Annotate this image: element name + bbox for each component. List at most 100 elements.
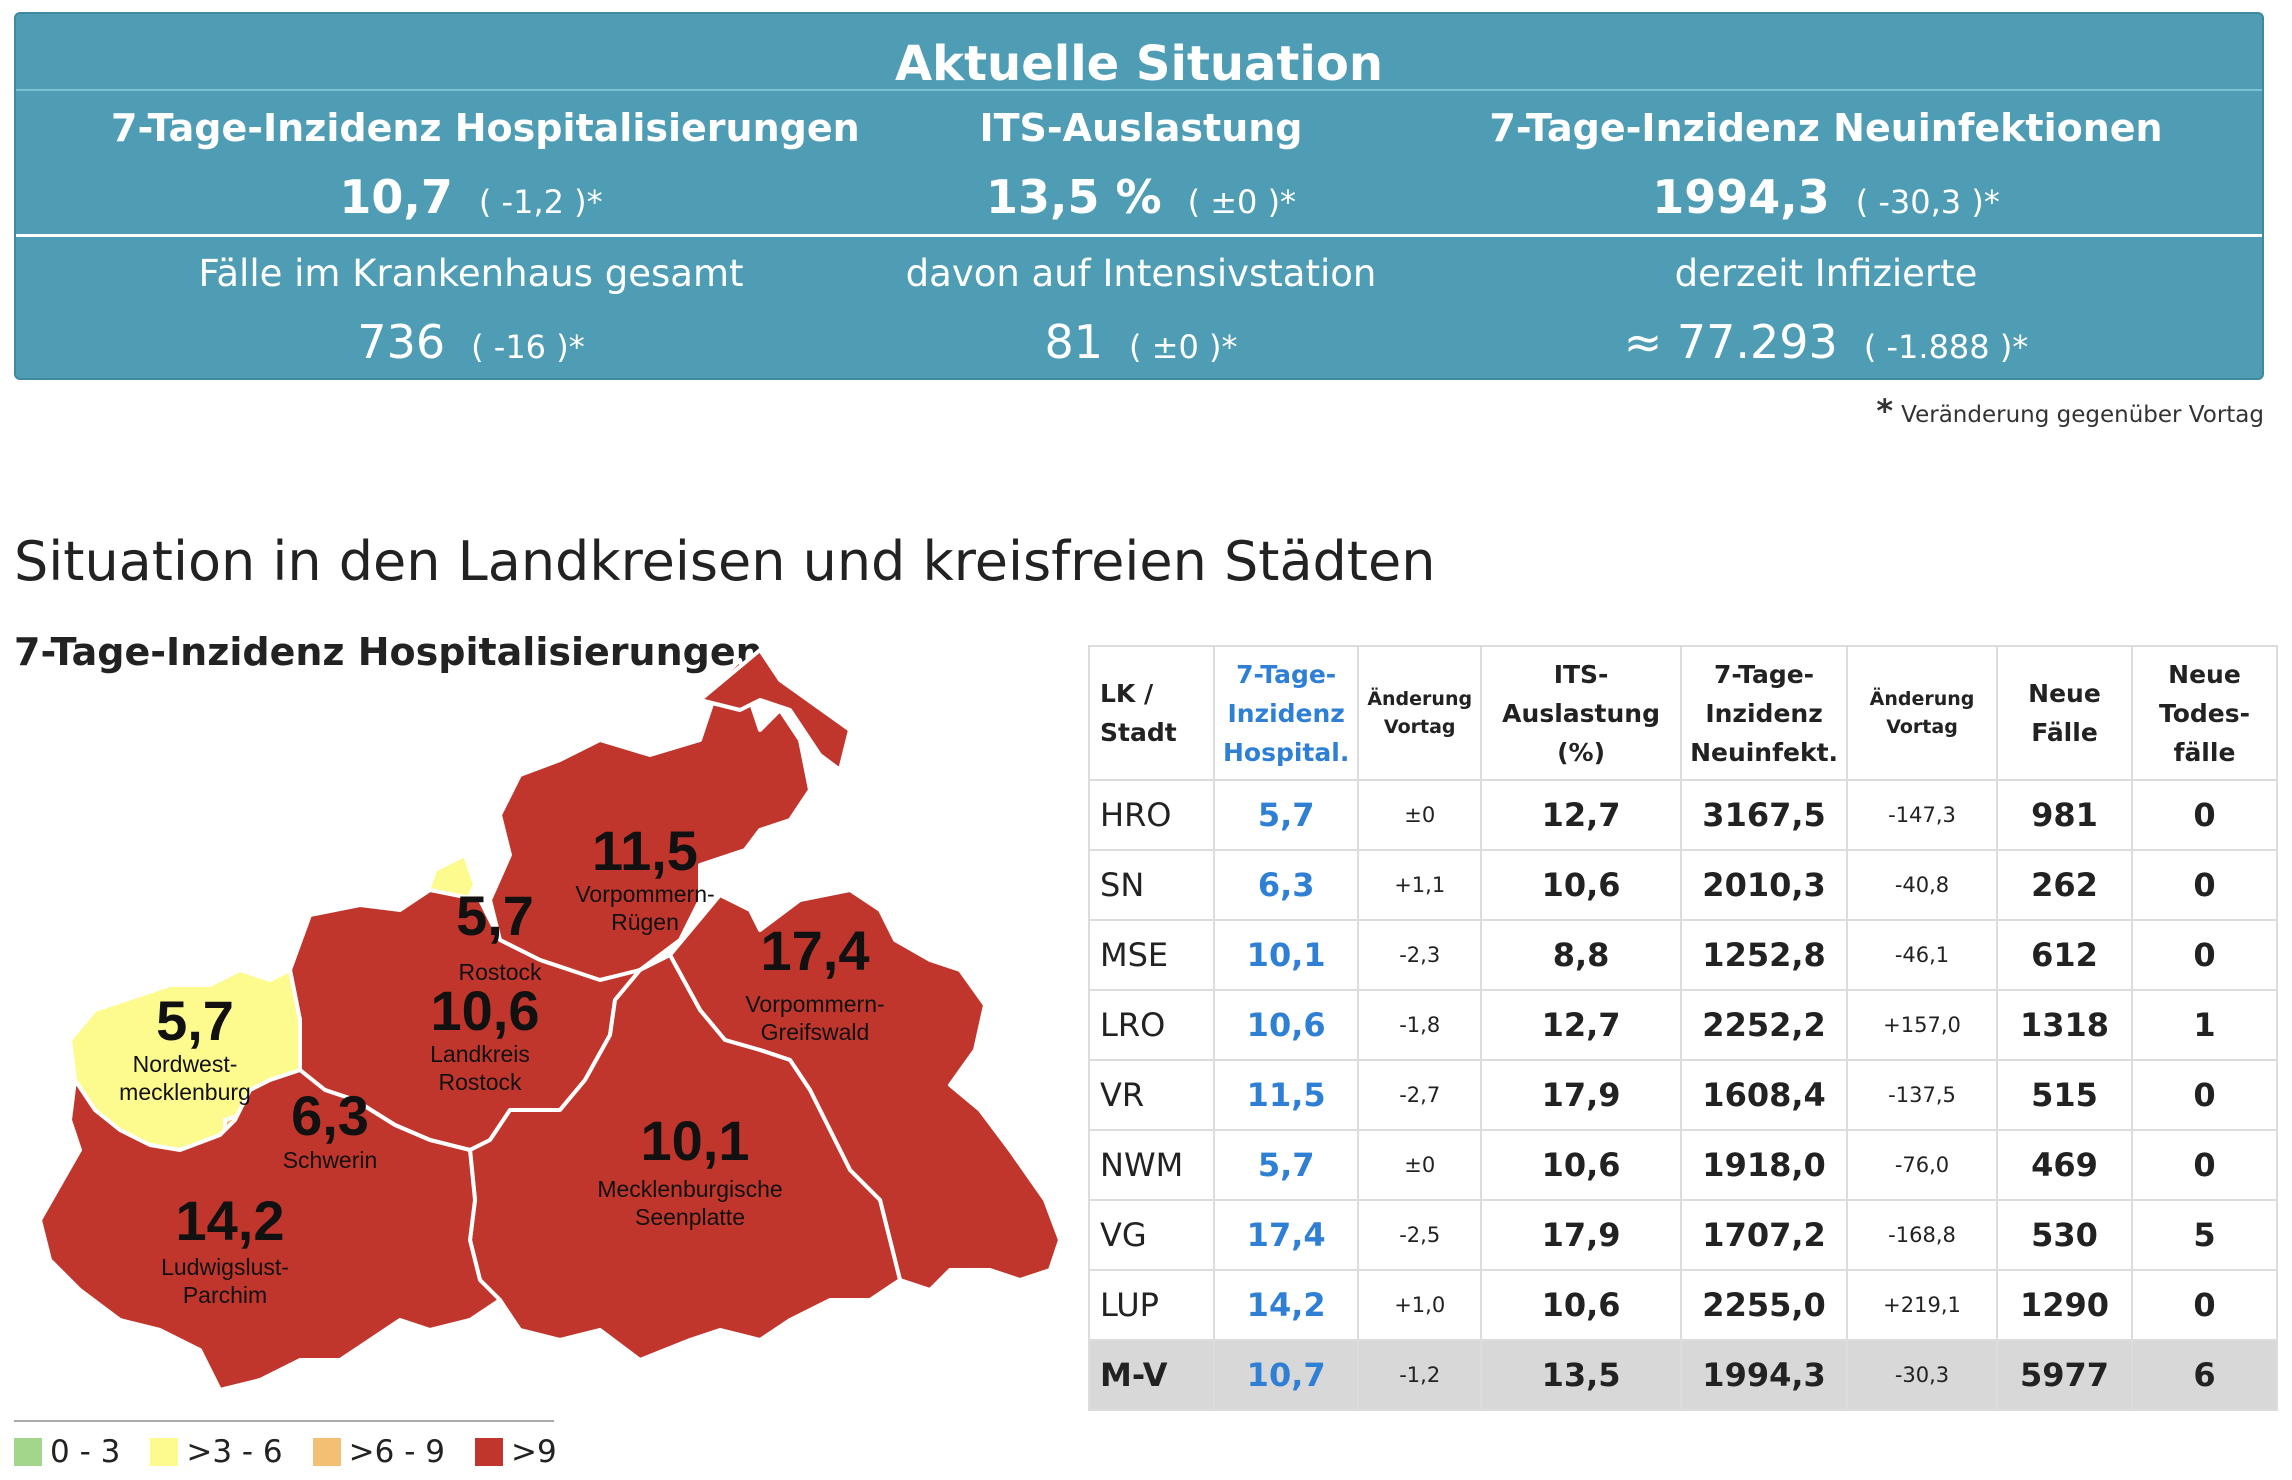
stat-value: ≈ 77.293 [1623, 315, 1838, 369]
cell-infection-change: +157,0 [1846, 989, 1998, 1061]
cell-its: 8,8 [1480, 919, 1683, 991]
label-VR-name-1: Vorpommern- [575, 881, 714, 907]
stat-its-load: ITS-Auslastung 13,5 % ( ±0 )* [781, 106, 1501, 224]
cell-deaths: 0 [2130, 849, 2279, 921]
stat-delta: ( -16 )* [471, 328, 585, 366]
cell-new-cases: 515 [1996, 1059, 2133, 1131]
table-row: SN 6,3 +1,1 10,6 2010,3 -40,8 262 0 [1088, 849, 2279, 921]
header-hosp-change[interactable]: Änderung Vortag [1357, 645, 1483, 781]
cell-infection-change: +219,1 [1846, 1269, 1998, 1341]
cell-infection-incidence: 2255,0 [1680, 1269, 1849, 1341]
table-row: VR 11,5 -2,7 17,9 1608,4 -137,5 515 0 [1088, 1059, 2279, 1131]
cell-deaths: 0 [2130, 1059, 2279, 1131]
legend-item: >3 - 6 [150, 1434, 283, 1470]
label-NWM-value: 5,7 [156, 989, 234, 1052]
cell-infection-incidence: 1252,8 [1680, 919, 1849, 991]
cell-infection-incidence: 2010,3 [1680, 849, 1849, 921]
legend-item: >9 [475, 1434, 557, 1470]
stat-infection-incidence: 7-Tage-Inzidenz Neuinfektionen 1994,3 ( -… [1466, 106, 2186, 224]
header-hosp[interactable]: 7-Tage- Inzidenz Hospital. [1212, 645, 1360, 781]
cell-infection-change: -76,0 [1846, 1129, 1998, 1201]
cell-new-cases: 262 [1996, 849, 2133, 921]
label-LRO-name-2: Rostock [438, 1069, 522, 1095]
header-lk[interactable]: LK / Stadt [1088, 645, 1215, 781]
legend-item: 0 - 3 [14, 1434, 120, 1470]
cell-its: 10,6 [1480, 849, 1683, 921]
legend-label: >9 [511, 1434, 557, 1470]
cell-deaths: 0 [2130, 1129, 2279, 1201]
table-row: NWM 5,7 ±0 10,6 1918,0 -76,0 469 0 [1088, 1129, 2279, 1201]
cell-deaths: 0 [2130, 1269, 2279, 1341]
cell-deaths: 1 [2130, 989, 2279, 1061]
region-LUP[interactable] [38, 1068, 502, 1392]
label-LUP-name-2: Parchim [183, 1282, 267, 1308]
cell-hosp-change: +1,1 [1357, 849, 1483, 921]
legend-label: 0 - 3 [50, 1434, 121, 1470]
table-row: VG 17,4 -2,5 17,9 1707,2 -168,8 530 5 [1088, 1199, 2279, 1271]
district-table: LK / Stadt 7-Tage- Inzidenz Hospital. Änder… [1088, 645, 2279, 1411]
cell-its: 13,5 [1480, 1339, 1683, 1411]
stat-delta: ( -1.888 )* [1863, 328, 2029, 366]
cell-hosp-incidence: 17,4 [1212, 1199, 1360, 1271]
cell-infection-change: -46,1 [1846, 919, 1998, 991]
stat-hospital-cases: Fälle im Krankenhaus gesamt 736 ( -16 )* [111, 252, 831, 369]
legend-swatch [14, 1438, 42, 1466]
label-VG-name-1: Vorpommern- [745, 991, 884, 1017]
cell-hosp-incidence: 6,3 [1212, 849, 1360, 921]
label-SN-value: 6,3 [291, 1084, 369, 1147]
cell-new-cases: 469 [1996, 1129, 2133, 1201]
cell-district: LRO [1088, 989, 1215, 1061]
cell-hosp-change: -2,3 [1357, 919, 1483, 991]
label-MSE-name-1: Mecklenburgische [597, 1176, 782, 1202]
cell-its: 10,6 [1480, 1269, 1683, 1341]
region-VR-island[interactable] [698, 648, 852, 772]
table-row: MSE 10,1 -2,3 8,8 1252,8 -46,1 612 0 [1088, 919, 2279, 991]
cell-hosp-incidence: 5,7 [1212, 779, 1360, 851]
cell-district: MSE [1088, 919, 1215, 991]
cell-deaths: 5 [2130, 1199, 2279, 1271]
change-footnote: * Veränderung gegenüber Vortag [1876, 392, 2264, 430]
header-new-cases[interactable]: Neue Fälle [1996, 645, 2133, 781]
stat-infected: derzeit Infizierte ≈ 77.293 ( -1.888 )* [1466, 252, 2186, 369]
header-infection[interactable]: 7-Tage- Inzidenz Neuinfekt. [1680, 645, 1849, 781]
stat-value: 736 [357, 315, 446, 369]
label-VR-value: 11,5 [592, 819, 698, 882]
table-row: HRO 5,7 ±0 12,7 3167,5 -147,3 981 0 [1088, 779, 2279, 851]
cell-hosp-change: -2,5 [1357, 1199, 1483, 1271]
label-LRO-name-1: Landkreis [430, 1041, 530, 1067]
table-total-row: M-V 10,7 -1,2 13,5 1994,3 -30,3 5977 6 [1088, 1339, 2279, 1411]
region-MSE[interactable] [468, 953, 902, 1362]
legend-swatch [150, 1438, 179, 1466]
label-MSE-value: 10,1 [641, 1109, 750, 1172]
cell-infection-incidence: 2252,2 [1680, 989, 1849, 1061]
district-map: 11,5 Vorpommern- Rügen 5,7 Rostock 17,4 … [38, 648, 1062, 1392]
label-VR-name-2: Rügen [611, 909, 679, 935]
cell-new-cases: 5977 [1996, 1339, 2133, 1411]
stat-heading: derzeit Infizierte [1674, 252, 1978, 295]
cell-district: VG [1088, 1199, 1215, 1271]
cell-infection-incidence: 1707,2 [1680, 1199, 1849, 1271]
header-its[interactable]: ITS- Auslastung (%) [1480, 645, 1683, 781]
cell-deaths: 0 [2130, 919, 2279, 991]
panel-divider [16, 89, 2262, 91]
cell-hosp-change: +1,0 [1357, 1269, 1483, 1341]
label-LRO-value: 10,6 [431, 979, 540, 1042]
stat-hosp-incidence: 7-Tage-Inzidenz Hospitalisierungen 10,7 (… [111, 106, 860, 224]
label-NWM-name-2: mecklenburg [119, 1079, 251, 1105]
stat-heading: davon auf Intensivstation [905, 252, 1377, 295]
label-HRO-name: Rostock [458, 959, 542, 985]
label-VG-value: 17,4 [761, 919, 870, 982]
cell-infection-incidence: 1918,0 [1680, 1129, 1849, 1201]
cell-hosp-change: ±0 [1357, 1129, 1483, 1201]
footnote-text: Veränderung gegenüber Vortag [1901, 402, 2264, 428]
stat-heading: 7-Tage-Inzidenz Hospitalisierungen [111, 106, 860, 150]
cell-infection-change: -30,3 [1846, 1339, 1998, 1411]
section-title: Situation in den Landkreisen und kreisfr… [14, 530, 1436, 593]
cell-deaths: 0 [2130, 779, 2279, 851]
header-deaths[interactable]: Neue Todes-fälle [2130, 645, 2279, 781]
cell-deaths: 6 [2130, 1339, 2279, 1411]
cell-its: 10,6 [1480, 1129, 1683, 1201]
cell-its: 17,9 [1480, 1059, 1683, 1131]
table-header-row: LK / Stadt 7-Tage- Inzidenz Hospital. Änder… [1088, 645, 2279, 781]
header-infection-change[interactable]: Änderung Vortag [1846, 645, 1998, 781]
